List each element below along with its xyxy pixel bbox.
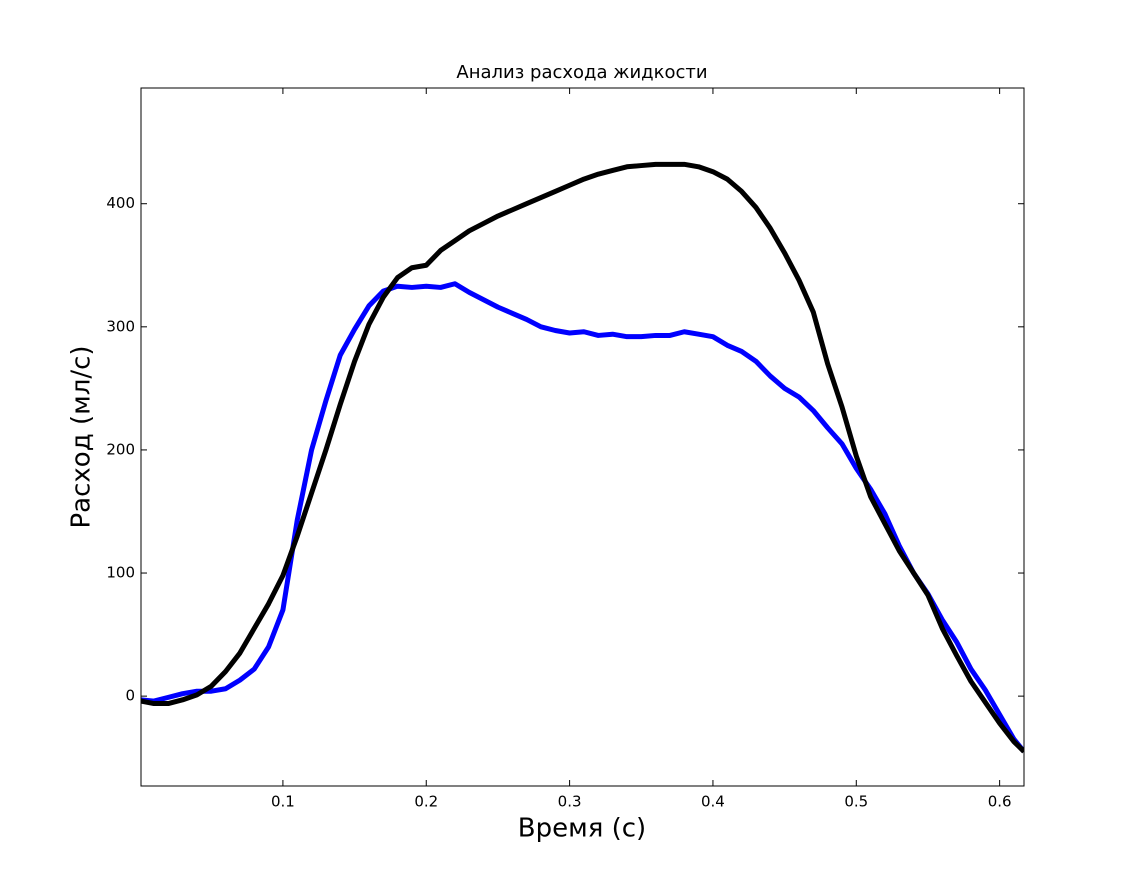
x-tick-label: 0.5 bbox=[844, 793, 868, 811]
line-series bbox=[141, 161, 1024, 754]
line-series bbox=[141, 281, 1024, 754]
x-tick-label: 0.4 bbox=[701, 793, 725, 811]
y-tick-label: 0 bbox=[125, 687, 135, 705]
y-tick-label: 200 bbox=[106, 440, 135, 458]
y-tick-label: 100 bbox=[106, 564, 135, 582]
x-axis-label: Время (с) bbox=[518, 814, 646, 844]
x-tick-label: 0.3 bbox=[558, 793, 582, 811]
chart-title: Анализ расхода жидкости bbox=[456, 62, 707, 83]
y-tick-label: 300 bbox=[106, 317, 135, 335]
y-tick-label: 400 bbox=[106, 194, 135, 212]
y-axis-label: Расход (мл/с) bbox=[67, 345, 97, 528]
x-tick-label: 0.6 bbox=[988, 793, 1012, 811]
plot-frame bbox=[140, 87, 1025, 787]
x-tick-label: 0.2 bbox=[414, 793, 438, 811]
x-tick-label: 0.1 bbox=[271, 793, 295, 811]
